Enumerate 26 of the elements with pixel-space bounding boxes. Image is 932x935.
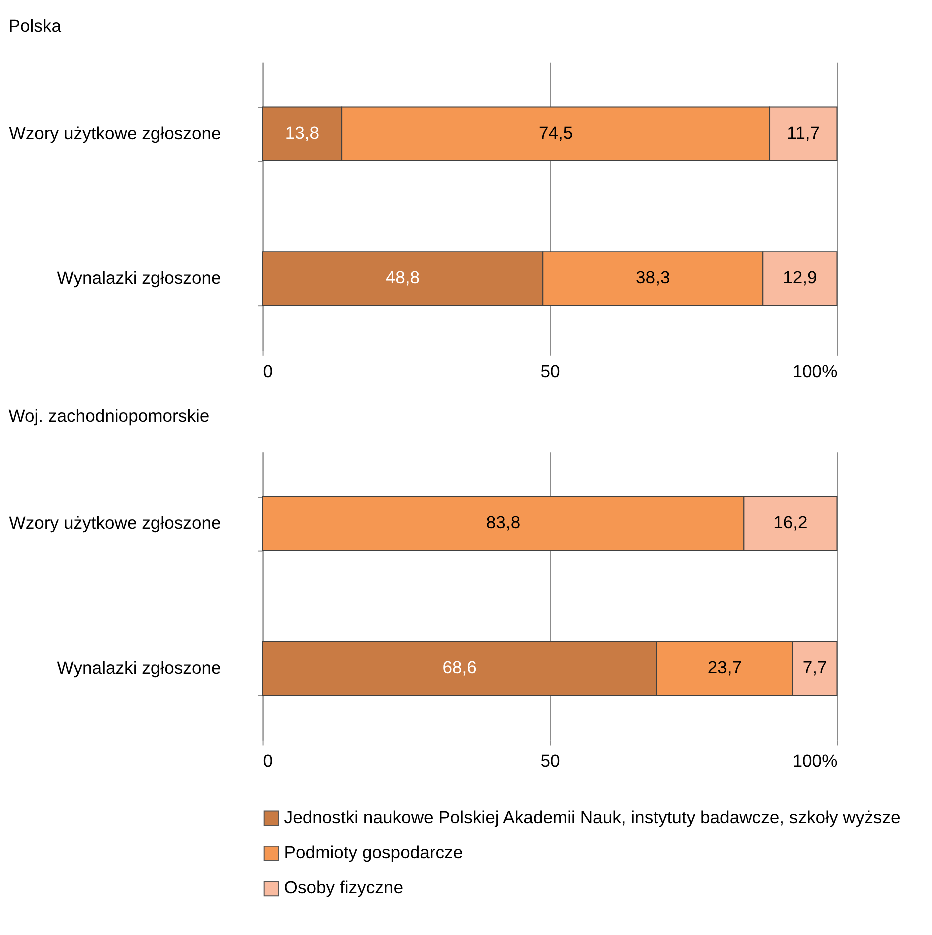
- data-label: 48,8: [386, 268, 420, 288]
- data-label: 74,5: [538, 122, 574, 143]
- data-label: 68,6: [442, 658, 477, 678]
- x-tick-label: 50: [540, 361, 560, 382]
- x-tick-label: 0: [263, 361, 274, 382]
- data-label: 13,8: [285, 122, 320, 143]
- data-label: 38,3: [636, 268, 670, 288]
- legend-label: Jednostki naukowe Polskiej Akademii Nauk, instytuty badawcze, szkoły wyższe: [284, 807, 901, 828]
- data-label: 7,7: [802, 658, 828, 678]
- text: Woj. zachodniopomorskie: [8, 406, 210, 426]
- data-label: 12,9: [783, 268, 818, 288]
- text: Polska: [8, 16, 62, 36]
- x-tick-label: 100%: [792, 751, 838, 772]
- data-label: 23,7: [708, 658, 742, 678]
- y-tick-label: Wzory użytkowe zgłoszone: [9, 123, 222, 144]
- y-tick-label: Wzory użytkowe zgłoszone: [9, 513, 222, 534]
- x-tick-label: 50: [540, 751, 560, 772]
- data-label: 83,8: [486, 512, 521, 533]
- x-tick-label: 100%: [792, 361, 838, 382]
- x-tick-label: 0: [263, 751, 274, 772]
- legend-label: Podmioty gospodarcze: [284, 842, 464, 863]
- y-tick-label: Wynalazki zgłoszone: [57, 658, 222, 678]
- y-tick-label: Wynalazki zgłoszone: [57, 268, 222, 288]
- data-label: 11,7: [787, 122, 820, 143]
- legend-label: Osoby fizyczne: [284, 878, 404, 898]
- data-label: 16,2: [774, 512, 808, 533]
